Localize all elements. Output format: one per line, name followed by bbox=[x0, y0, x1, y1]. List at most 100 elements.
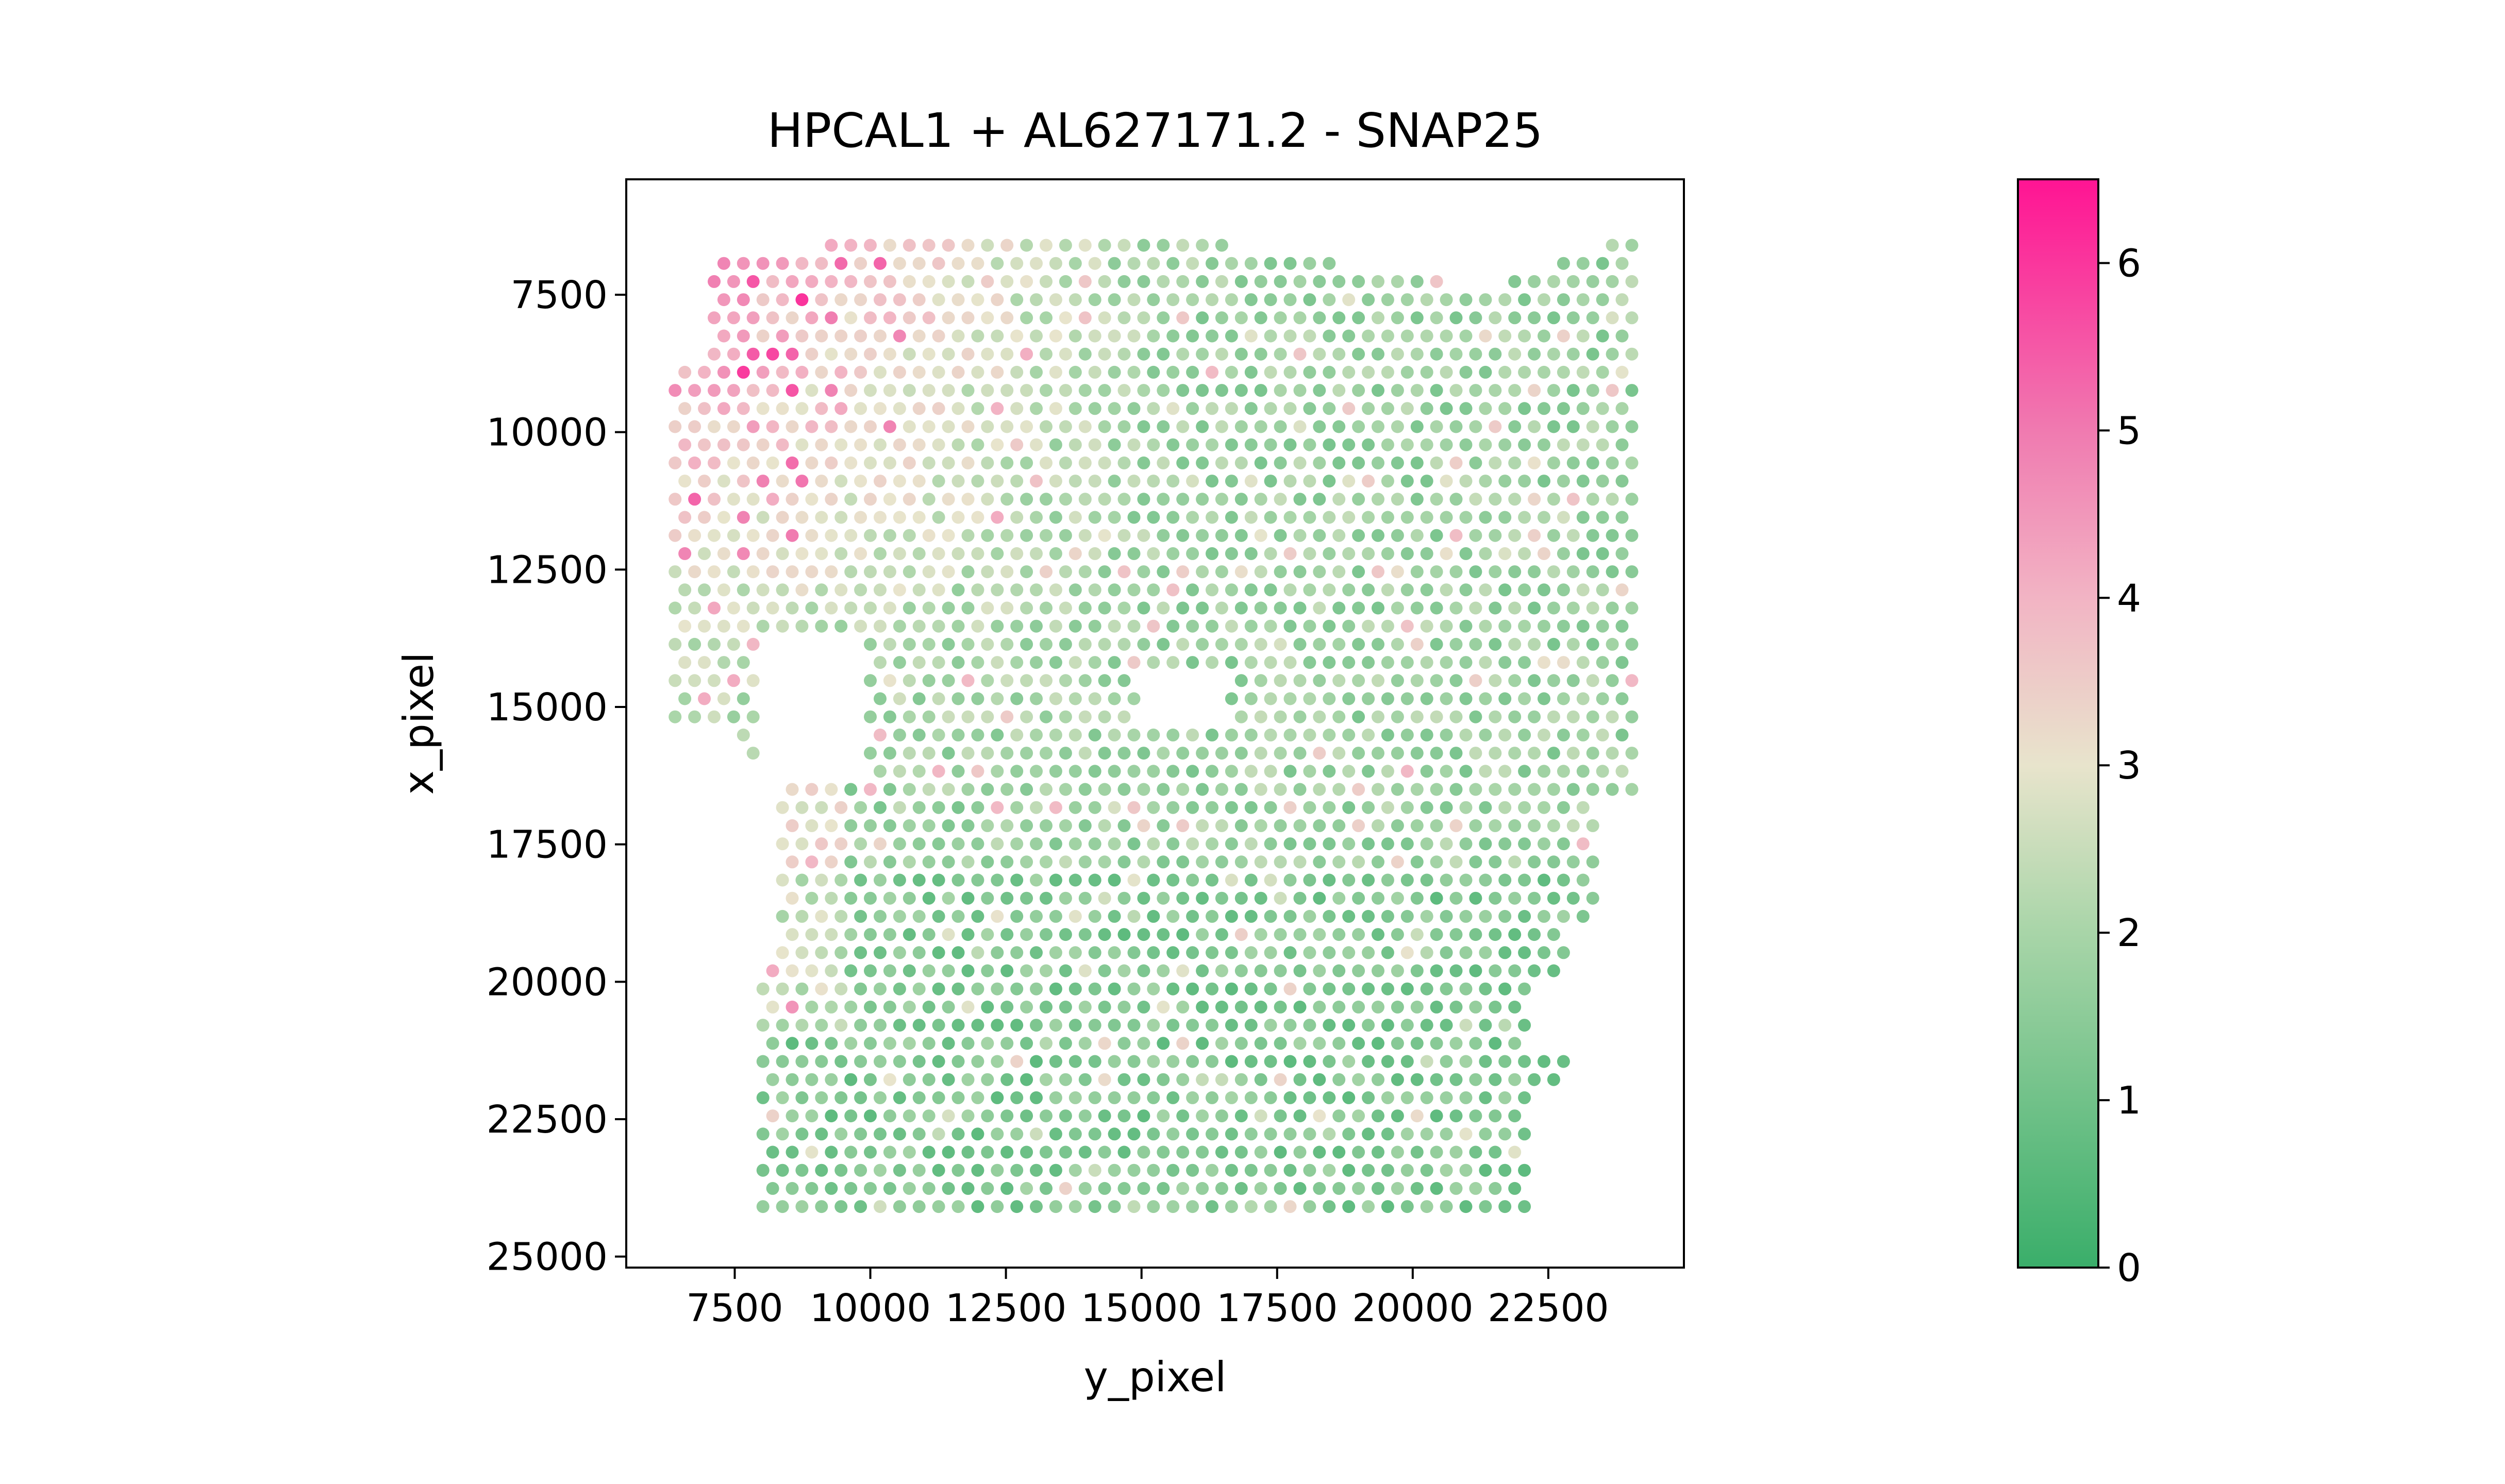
spot bbox=[951, 1019, 965, 1032]
spot bbox=[1469, 493, 1482, 506]
spot bbox=[1293, 565, 1307, 579]
spot bbox=[1391, 1182, 1404, 1195]
spot bbox=[1440, 365, 1453, 379]
spot bbox=[1498, 728, 1512, 741]
spot bbox=[1332, 275, 1346, 288]
spot bbox=[1576, 511, 1590, 524]
spot bbox=[1010, 402, 1024, 415]
spot bbox=[1274, 674, 1287, 687]
spot bbox=[746, 529, 760, 542]
spot bbox=[717, 656, 730, 669]
spot bbox=[1196, 565, 1209, 579]
spot bbox=[981, 710, 994, 723]
spot bbox=[1225, 765, 1238, 778]
spot bbox=[1372, 311, 1384, 325]
spot bbox=[1586, 891, 1599, 905]
spot bbox=[1147, 873, 1160, 887]
spot bbox=[1206, 873, 1218, 887]
spot bbox=[883, 855, 896, 869]
spot bbox=[991, 982, 1004, 996]
spot bbox=[776, 293, 789, 307]
spot bbox=[1528, 964, 1541, 977]
spot bbox=[1010, 619, 1024, 633]
spot bbox=[912, 982, 926, 996]
spot bbox=[1479, 1055, 1492, 1068]
spot bbox=[834, 1127, 848, 1141]
spot bbox=[1264, 475, 1277, 488]
spot bbox=[678, 438, 692, 451]
spot bbox=[1049, 547, 1062, 560]
spot bbox=[1059, 1073, 1072, 1086]
spot bbox=[1225, 511, 1238, 524]
spot bbox=[942, 601, 955, 615]
spot bbox=[912, 656, 926, 669]
spot bbox=[1196, 275, 1209, 288]
spot bbox=[1440, 329, 1453, 343]
spot bbox=[1420, 475, 1433, 488]
spot bbox=[912, 1091, 926, 1104]
spot bbox=[1440, 909, 1453, 923]
spot bbox=[1323, 1163, 1336, 1177]
spot bbox=[1372, 674, 1384, 687]
spot bbox=[1586, 311, 1599, 325]
spot bbox=[688, 637, 702, 651]
spot bbox=[1410, 1109, 1424, 1123]
spot bbox=[1430, 783, 1443, 796]
spot bbox=[1157, 1037, 1170, 1050]
spot bbox=[1459, 765, 1473, 778]
spot bbox=[883, 384, 896, 397]
spot bbox=[669, 565, 682, 579]
spot bbox=[874, 365, 887, 379]
spot bbox=[1606, 529, 1619, 542]
spot bbox=[1147, 1055, 1160, 1068]
spot bbox=[961, 819, 975, 832]
spot bbox=[1596, 656, 1609, 669]
spot bbox=[1078, 275, 1092, 288]
spot bbox=[932, 1019, 945, 1032]
spot bbox=[1040, 855, 1053, 869]
spot bbox=[1538, 547, 1550, 560]
spot bbox=[1000, 674, 1014, 687]
spot bbox=[883, 275, 896, 288]
spot bbox=[795, 619, 809, 633]
spot bbox=[1137, 275, 1150, 288]
spot bbox=[942, 1000, 955, 1014]
spot bbox=[786, 783, 799, 796]
spot bbox=[1117, 637, 1131, 651]
spot bbox=[727, 710, 740, 723]
spot bbox=[795, 909, 809, 923]
spot bbox=[1254, 601, 1267, 615]
spot bbox=[1596, 438, 1609, 451]
spot bbox=[961, 347, 975, 361]
spot bbox=[834, 1200, 848, 1213]
spot bbox=[1449, 529, 1463, 542]
spot bbox=[893, 402, 906, 415]
spot bbox=[1362, 656, 1375, 669]
spot bbox=[1538, 765, 1550, 778]
spot bbox=[1157, 783, 1170, 796]
spot bbox=[854, 837, 867, 851]
spot bbox=[1303, 583, 1316, 597]
spot bbox=[1372, 819, 1384, 832]
spot bbox=[1381, 1091, 1394, 1104]
spot bbox=[1430, 819, 1443, 832]
spot bbox=[1166, 837, 1180, 851]
spot bbox=[1264, 1163, 1277, 1177]
spot bbox=[1303, 1055, 1316, 1068]
spot bbox=[1547, 565, 1560, 579]
spot bbox=[1557, 728, 1570, 741]
spot bbox=[1000, 311, 1014, 325]
spot bbox=[1372, 637, 1384, 651]
spot bbox=[932, 692, 945, 705]
spot bbox=[1547, 456, 1560, 469]
spot bbox=[776, 1019, 789, 1032]
spot bbox=[1078, 891, 1092, 905]
spot bbox=[1030, 982, 1043, 996]
spot bbox=[1566, 529, 1580, 542]
spot bbox=[1040, 347, 1053, 361]
spot bbox=[1059, 855, 1072, 869]
spot bbox=[854, 438, 867, 451]
spot bbox=[893, 1127, 906, 1141]
spot bbox=[1088, 728, 1101, 741]
spot bbox=[1372, 1073, 1384, 1086]
